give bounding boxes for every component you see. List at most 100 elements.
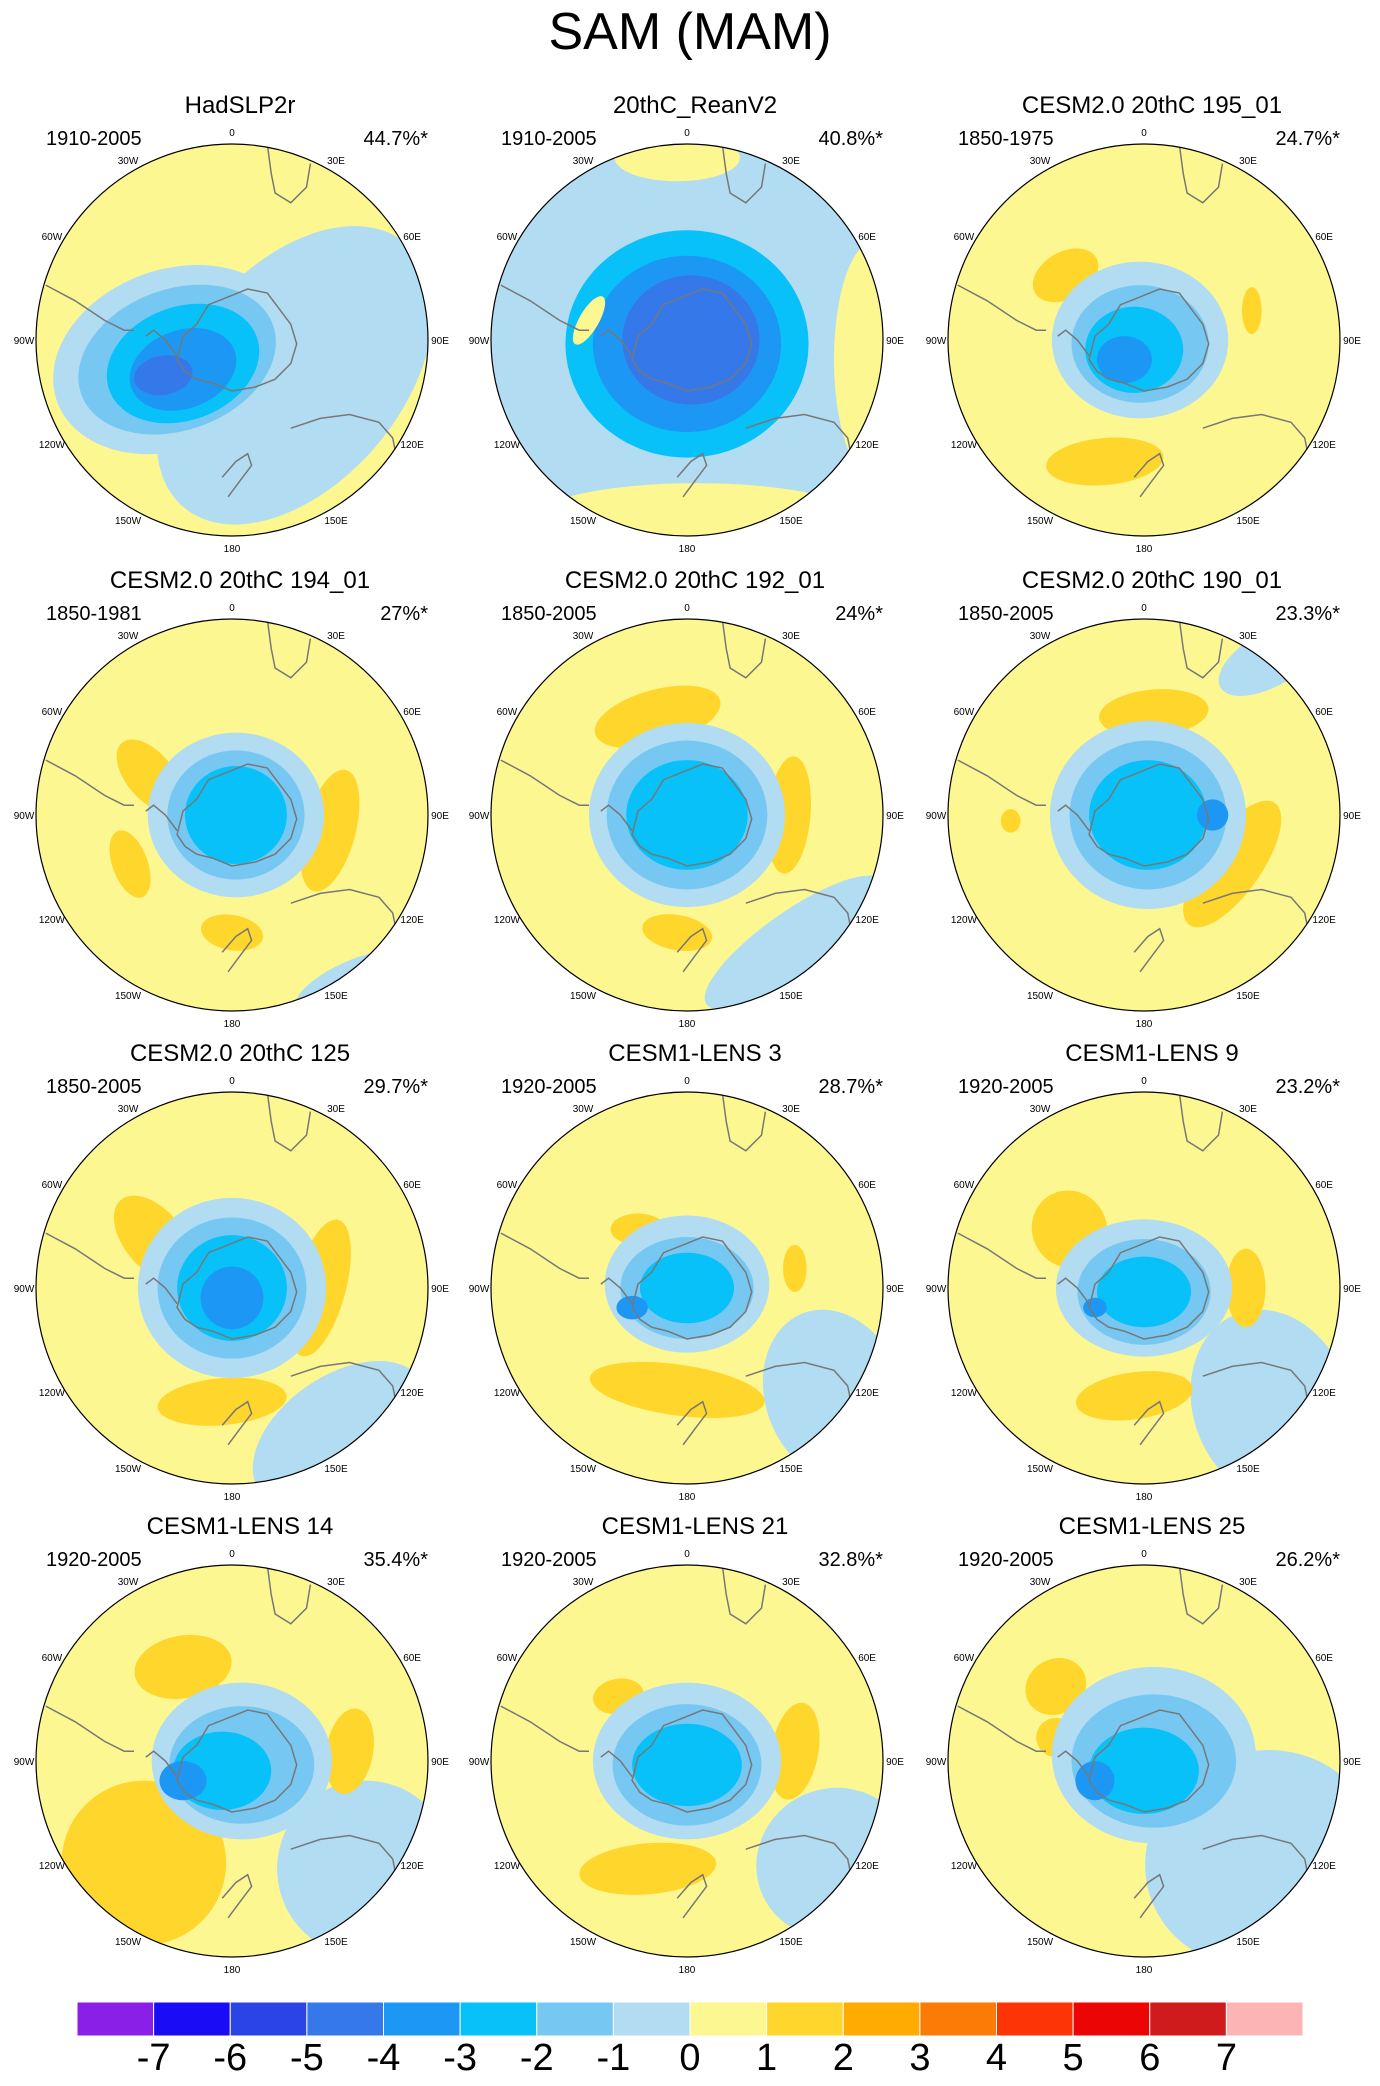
longitude-label: 120W [39, 1388, 66, 1399]
longitude-label: 60W [954, 232, 975, 243]
new-zealand-coastline [221, 452, 253, 498]
longitude-label: 90E [1343, 1284, 1361, 1295]
south-america-coastline [500, 284, 589, 331]
polar-map: 0 30E 60E 90E 120E 150E 180 150W 120W 90W 60W 30W [926, 603, 1362, 1030]
longitude-label: 90E [886, 336, 904, 347]
longitude-label: 150W [115, 1464, 142, 1475]
map-fill [36, 144, 428, 536]
australia-coastline [745, 413, 855, 468]
longitude-label: 180 [224, 544, 241, 555]
longitude-label: 150E [1236, 991, 1260, 1002]
longitude-label: 120E [1312, 440, 1336, 451]
negative-anomaly-contour [159, 1761, 207, 1801]
panel-period: 1920-2005 [501, 1076, 597, 1098]
colorbar-segment [1225, 2001, 1304, 2037]
longitude-label: 90W [14, 336, 35, 347]
new-zealand-coastline [676, 1400, 708, 1446]
colorbar-tick-label: -7 [136, 2037, 171, 2079]
longitude-label: 150E [1236, 516, 1260, 527]
polar-map: 0 30E 60E 90E 120E 150E 180 150W 120W 90W 60W 30W [469, 128, 905, 555]
new-zealand-coastline [676, 1873, 708, 1919]
panel-title: CESM1-LENS 14 [146, 1513, 334, 1540]
panel-period: 1910-2005 [46, 128, 142, 150]
antarctica-coastline [176, 1236, 298, 1340]
longitude-label: 90E [431, 811, 449, 822]
longitude-label: 30W [1030, 1104, 1051, 1115]
longitude-label: 120W [39, 440, 66, 451]
panel-title: CESM2.0 20thC 194_01 [109, 567, 371, 594]
positive-anomaly-region [1183, 800, 1282, 928]
antarctica-coastline [1088, 763, 1210, 867]
australia-coastline [290, 1834, 400, 1889]
longitude-label: 30E [1239, 1104, 1257, 1115]
polar-map: 0 30E 60E 90E 120E 150E 180 150W 120W 90W 60W 30W [926, 1076, 1362, 1503]
map-panel: CESM1-LENS 21 0 30E 60E 90E 120E 150E 180 150W 12… [465, 1513, 925, 1988]
map-panel: CESM2.0 20thC 194_01 0 30E 60E 90E 120E 150E 18… [10, 567, 470, 1042]
map-border [490, 618, 884, 1012]
panel-period: 1850-1981 [46, 603, 142, 625]
map-panel: CESM2.0 20thC 192_01 0 30E 60E 90E 120E 150E 18… [465, 567, 925, 1042]
antarctica-coastline [631, 1236, 753, 1340]
peninsula-coastline [145, 1750, 178, 1778]
antarctica-coastline [176, 1709, 298, 1813]
panel-title: CESM1-LENS 9 [1065, 1040, 1239, 1067]
colorbar-segment [766, 2001, 844, 2037]
colorbar-tick-label: 0 [679, 2037, 701, 2079]
longitude-label: 150E [324, 1937, 348, 1948]
longitude-label: 60W [42, 1653, 63, 1664]
longitude-label: 30W [1030, 156, 1051, 167]
longitude-label: 120W [39, 915, 66, 926]
map-fill [491, 619, 883, 1011]
australia-coastline [1202, 1361, 1312, 1416]
australia-coastline [1202, 888, 1312, 943]
longitude-label: 60E [858, 1180, 876, 1191]
south-america-coastline [500, 759, 589, 806]
antarctica-coastline [176, 763, 298, 867]
positive-anomaly-region [200, 914, 264, 951]
africa-coastline [266, 1092, 312, 1152]
australia-coastline [290, 888, 400, 943]
longitude-label: 150W [570, 516, 597, 527]
longitude-label: 90W [14, 1757, 35, 1768]
colorbar-segment [1072, 2001, 1151, 2037]
map-border [490, 143, 884, 537]
colorbar-segment [996, 2001, 1074, 2037]
map-border [947, 1564, 1341, 1958]
antarctica-coastline [1088, 288, 1210, 392]
positive-anomaly-region [1000, 809, 1021, 833]
south-america-coastline [45, 284, 134, 331]
longitude-label: 120W [39, 1861, 66, 1872]
longitude-label: 60W [954, 1180, 975, 1191]
longitude-label: 90E [431, 1284, 449, 1295]
polar-map: 0 30E 60E 90E 120E 150E 180 150W 120W 90W 60W 30W [469, 1076, 905, 1503]
longitude-label: 30E [1239, 631, 1257, 642]
map-panel: CESM2.0 20thC 125 0 30E 60E 90E 120E 150E 180 15… [10, 1040, 470, 1515]
new-zealand-coastline [1133, 452, 1165, 498]
panel-variance: 29.7%* [363, 1076, 429, 1098]
longitude-label: 60E [1315, 1653, 1333, 1664]
south-america-coastline [957, 1705, 1046, 1752]
colorbar-segment [612, 2001, 691, 2037]
longitude-label: 30W [1030, 631, 1051, 642]
map-fill [948, 1092, 1340, 1484]
longitude-label: 120W [951, 1861, 978, 1872]
coastlines [957, 144, 1312, 498]
longitude-label: 90W [469, 811, 490, 822]
negative-anomaly-region [704, 875, 883, 1010]
longitude-label: 60W [954, 1653, 975, 1664]
africa-coastline [721, 1565, 767, 1625]
longitude-label: 0 [229, 603, 235, 614]
longitude-label: 90E [431, 336, 449, 347]
longitude-label: 90W [926, 1757, 947, 1768]
south-america-coastline [957, 759, 1046, 806]
longitude-label: 150W [115, 1937, 142, 1948]
polar-map: 0 30E 60E 90E 120E 150E 180 150W 120W 90W 60W 30W [14, 603, 450, 1030]
positive-anomaly-region [579, 1842, 717, 1895]
colorbar-segment [842, 2001, 921, 2037]
longitude-label: 0 [229, 1076, 235, 1087]
peninsula-coastline [600, 329, 633, 357]
longitude-label: 90W [469, 1757, 490, 1768]
colorbar-segment [919, 2001, 998, 2037]
map-border [490, 1091, 884, 1485]
colorbar-segment [383, 2001, 461, 2037]
